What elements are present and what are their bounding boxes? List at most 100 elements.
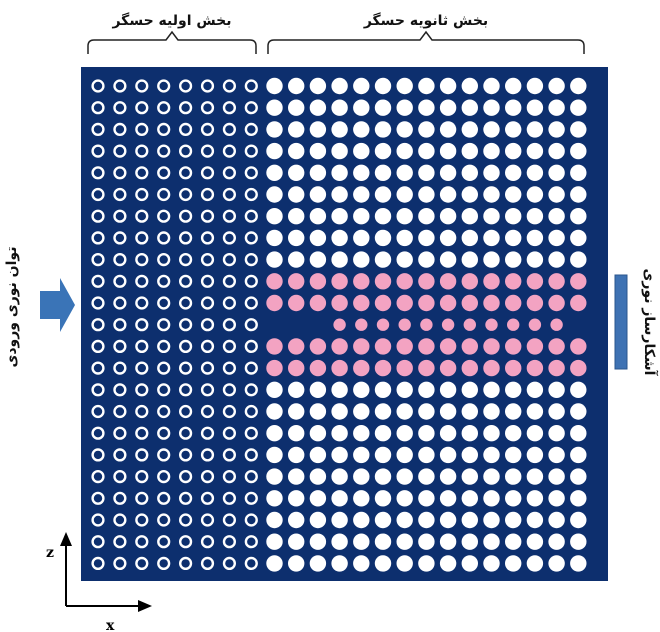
ring-hole (157, 448, 171, 462)
ring-hole (222, 79, 237, 93)
ring-hole (157, 187, 171, 202)
solid-hole (439, 533, 457, 550)
ring-hole (135, 209, 149, 223)
solid-hole (418, 142, 435, 160)
solid-hole (505, 186, 522, 203)
solid-hole (288, 381, 305, 398)
sensing-hole (483, 359, 500, 377)
solid-hole (353, 208, 370, 225)
solid-hole (331, 511, 348, 529)
ring-hole (91, 274, 105, 288)
ring-hole (244, 274, 258, 288)
solid-hole (461, 490, 478, 507)
solid-hole (396, 446, 413, 464)
solid-hole (505, 446, 522, 464)
ring-hole (244, 231, 258, 245)
solid-hole (374, 251, 392, 268)
solid-hole (548, 186, 565, 203)
solid-hole (418, 468, 435, 485)
solid-hole (353, 229, 370, 247)
ring-hole (113, 448, 127, 462)
ring-hole (113, 470, 127, 484)
ring-hole (91, 122, 105, 136)
solid-hole (439, 555, 457, 572)
ring-hole (244, 101, 258, 115)
solid-hole (331, 208, 348, 225)
ring-hole (135, 318, 149, 332)
solid-hole (288, 251, 305, 268)
sensing-hole (266, 294, 283, 312)
sensing-hole (505, 273, 522, 290)
solid-hole (526, 121, 544, 138)
solid-hole (331, 99, 348, 116)
sensing-hole (396, 359, 413, 377)
ring-hole (157, 339, 171, 354)
sensing-hole (418, 294, 435, 312)
sensing-hole (505, 338, 522, 355)
ring-hole (91, 253, 105, 267)
ring-hole (157, 231, 171, 245)
input-power-label: توان نوری ورودی (4, 247, 20, 368)
solid-hole (353, 251, 370, 268)
sensing-hole (331, 273, 348, 290)
sensing-hole (353, 294, 370, 312)
solid-hole (418, 511, 435, 529)
ring-hole (222, 556, 237, 571)
detector-label: آشکارساز نوری (641, 269, 659, 377)
solid-hole (288, 511, 305, 529)
solid-hole (309, 403, 327, 420)
solid-hole (570, 425, 587, 442)
solid-hole (548, 490, 565, 507)
solid-hole (548, 511, 565, 529)
ring-hole (135, 231, 149, 245)
sensing-hole (570, 359, 587, 377)
solid-hole (374, 208, 392, 225)
solid-hole (374, 229, 392, 247)
ring-hole (91, 231, 105, 245)
ring-hole (244, 318, 258, 332)
solid-hole (331, 251, 348, 268)
solid-hole (331, 186, 348, 203)
solid-hole (396, 251, 413, 268)
solid-hole (331, 446, 348, 464)
solid-hole (461, 446, 478, 464)
sensing-hole (570, 273, 587, 290)
sensing-hole (570, 294, 587, 312)
solid-hole (570, 229, 587, 247)
ring-hole (200, 209, 215, 223)
solid-hole (461, 251, 478, 268)
ring-hole (200, 296, 215, 310)
solid-hole (374, 121, 392, 138)
ring-hole (222, 426, 237, 440)
solid-hole (418, 186, 435, 203)
solid-hole (396, 468, 413, 485)
solid-hole (288, 142, 305, 160)
solid-hole (331, 229, 348, 247)
ring-hole (200, 448, 215, 462)
ring-hole (244, 166, 258, 180)
ring-hole (157, 383, 171, 397)
solid-hole (439, 251, 457, 268)
ring-hole (200, 253, 215, 267)
solid-hole (439, 229, 457, 247)
ring-hole (179, 253, 193, 267)
ring-hole (179, 187, 193, 202)
solid-hole (331, 468, 348, 485)
solid-hole (570, 468, 587, 485)
solid-hole (396, 164, 413, 181)
solid-hole (548, 403, 565, 420)
sensing-hole (396, 273, 413, 290)
solid-hole (309, 121, 327, 138)
solid-hole (439, 511, 457, 529)
ring-hole (135, 144, 149, 158)
ring-hole (244, 404, 258, 419)
solid-hole (288, 121, 305, 138)
solid-hole (288, 533, 305, 550)
ring-hole (179, 535, 193, 549)
solid-hole (266, 381, 283, 398)
ring-hole (179, 318, 193, 332)
solid-hole (309, 229, 327, 247)
solid-hole (331, 381, 348, 398)
primary-section-bracket (87, 30, 257, 54)
